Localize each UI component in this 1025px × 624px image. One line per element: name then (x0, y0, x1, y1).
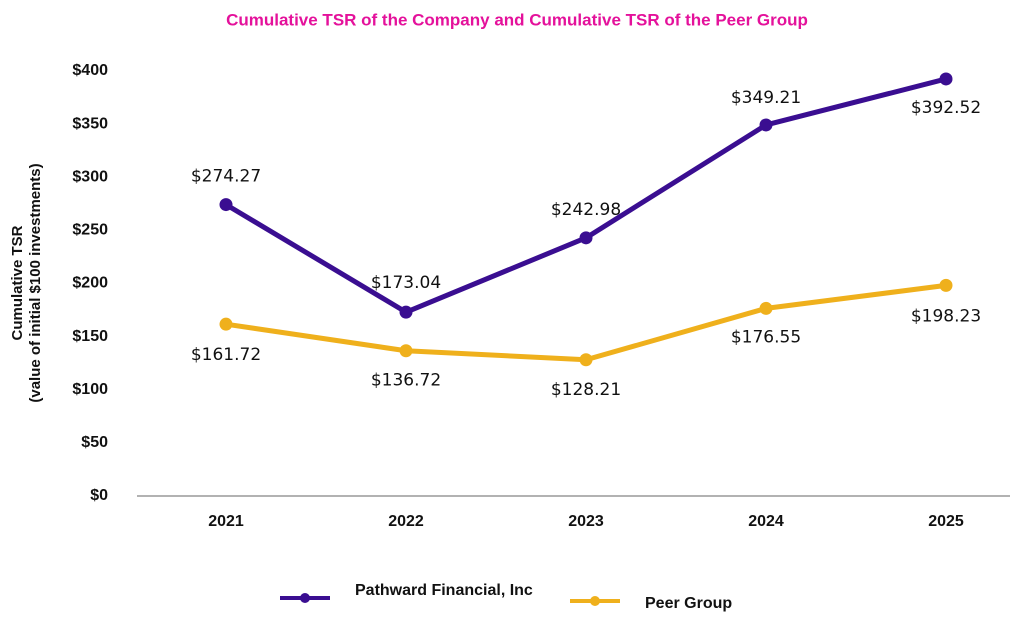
data-point (399, 344, 413, 358)
data-point (759, 118, 773, 132)
data-label: $136.72 (371, 371, 441, 391)
data-point (219, 317, 233, 331)
y-axis-title-line: (value of initial $100 investments) (27, 163, 44, 402)
y-tick-label: $200 (72, 275, 108, 292)
y-tick-label: $400 (72, 62, 108, 79)
data-point (579, 231, 593, 245)
data-point (219, 198, 233, 212)
y-tick-label: $0 (90, 487, 108, 504)
x-tick-label: 2021 (208, 513, 244, 530)
x-tick-label: 2022 (388, 513, 424, 530)
chart-title: Cumulative TSR of the Company and Cumula… (226, 10, 808, 29)
data-label: $349.21 (731, 88, 801, 108)
y-tick-label: $250 (72, 222, 108, 239)
data-point (759, 301, 773, 315)
y-tick-label: $100 (72, 381, 108, 398)
data-label: $176.55 (731, 327, 801, 347)
y-axis-title-line: Cumulative TSR (9, 225, 26, 340)
data-label: $242.98 (551, 200, 621, 220)
legend-swatch-dot (590, 596, 600, 606)
x-tick-label: 2025 (928, 513, 964, 530)
y-tick-label: $350 (72, 115, 108, 132)
y-tick-label: $150 (72, 328, 108, 345)
legend-swatch-dot (300, 593, 310, 603)
y-tick-label: $50 (81, 434, 108, 451)
legend-label: Pathward Financial, Inc (355, 582, 533, 599)
data-label: $161.72 (191, 345, 261, 365)
data-point (939, 72, 953, 86)
data-label: $274.27 (191, 167, 261, 187)
x-tick-label: 2023 (568, 513, 604, 530)
series-line (224, 76, 947, 315)
x-tick-label: 2024 (748, 513, 784, 530)
legend-label: Peer Group (645, 595, 733, 612)
y-axis-title: Cumulative TSR (value of initial $100 in… (9, 163, 44, 402)
series-line (225, 282, 947, 363)
data-label: $392.52 (911, 98, 981, 118)
y-tick-label: $300 (72, 168, 108, 185)
data-label: $128.21 (551, 380, 621, 400)
data-point (579, 353, 593, 367)
data-label: $173.04 (371, 273, 441, 293)
data-point (939, 278, 953, 292)
data-label: $198.23 (911, 306, 981, 326)
data-point (399, 305, 413, 319)
